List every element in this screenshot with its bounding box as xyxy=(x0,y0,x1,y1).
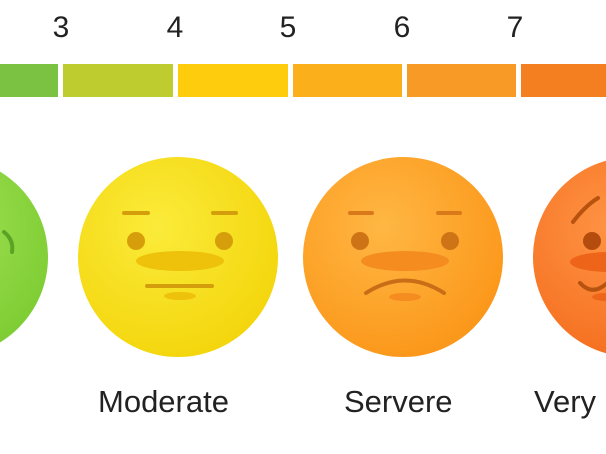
label-very: Very xyxy=(534,384,597,419)
scale-segment-4 xyxy=(178,64,288,97)
scale-number-6: 6 xyxy=(393,11,411,44)
worried-face-icon xyxy=(533,160,606,354)
scale-segment-7 xyxy=(521,64,606,97)
scale-segment-6 xyxy=(407,64,516,97)
label-moderate: Moderate xyxy=(98,384,229,419)
scale-segment-3 xyxy=(63,64,173,97)
scale-number-5: 5 xyxy=(279,11,297,44)
neutral-face-icon xyxy=(78,157,278,357)
scale-number-7: 7 xyxy=(506,11,524,44)
scale-segment-2 xyxy=(0,64,58,97)
scale-number-4: 4 xyxy=(166,11,184,44)
scale-number-3: 3 xyxy=(52,11,70,44)
green-face-icon xyxy=(0,171,48,343)
label-severe: Servere xyxy=(344,384,453,419)
frowning-face-icon xyxy=(303,157,503,357)
scale-segment-5 xyxy=(293,64,402,97)
